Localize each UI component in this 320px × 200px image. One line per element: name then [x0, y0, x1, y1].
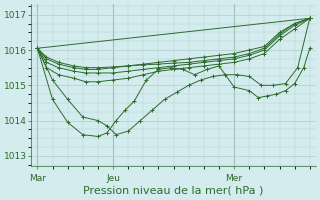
X-axis label: Pression niveau de la mer( hPa ): Pression niveau de la mer( hPa ) [84, 186, 264, 196]
